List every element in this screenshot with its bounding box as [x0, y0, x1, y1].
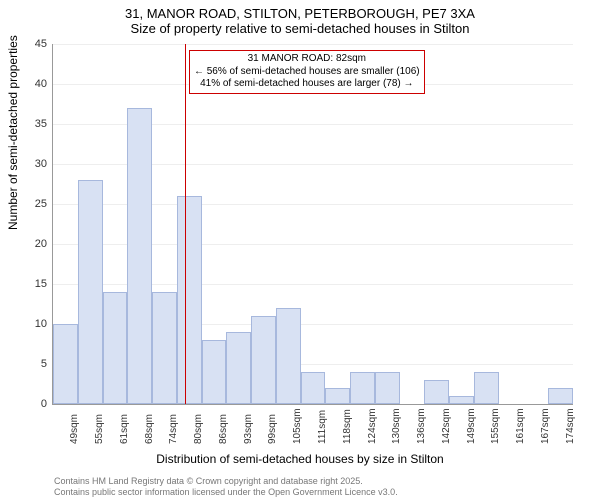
- x-axis-label: Distribution of semi-detached houses by …: [0, 452, 600, 466]
- ytick-label: 20: [17, 238, 47, 250]
- histogram-bar: [375, 372, 400, 404]
- histogram-bar: [350, 372, 375, 404]
- xtick-label: 167sqm: [540, 408, 551, 444]
- footer-line1: Contains HM Land Registry data © Crown c…: [54, 476, 398, 487]
- xtick-label: 130sqm: [391, 408, 402, 444]
- xtick-label: 111sqm: [317, 410, 328, 444]
- footer-line2: Contains public sector information licen…: [54, 487, 398, 498]
- ytick-label: 0: [17, 398, 47, 410]
- xtick-label: 80sqm: [193, 414, 204, 444]
- ytick-label: 15: [17, 278, 47, 290]
- xtick-label: 142sqm: [441, 408, 452, 444]
- annotation-line3: 41% of semi-detached houses are larger (…: [194, 78, 420, 91]
- xtick-label: 155sqm: [490, 408, 501, 444]
- histogram-bar: [301, 372, 326, 404]
- xtick-label: 161sqm: [515, 408, 526, 444]
- title-line2: Size of property relative to semi-detach…: [0, 21, 600, 36]
- title-block: 31, MANOR ROAD, STILTON, PETERBOROUGH, P…: [0, 0, 600, 36]
- histogram-bar: [177, 196, 202, 404]
- plot-area: 05101520253035404549sqm55sqm61sqm68sqm74…: [52, 44, 573, 405]
- xtick-label: 61sqm: [119, 414, 130, 444]
- xtick-label: 105sqm: [292, 408, 303, 444]
- histogram-bar: [127, 108, 152, 404]
- histogram-bar: [226, 332, 251, 404]
- annotation-line1: 31 MANOR ROAD: 82sqm: [194, 53, 420, 66]
- histogram-bar: [78, 180, 103, 404]
- ytick-label: 30: [17, 158, 47, 170]
- histogram-bar: [276, 308, 301, 404]
- ytick-label: 40: [17, 78, 47, 90]
- histogram-bar: [152, 292, 177, 404]
- xtick-label: 149sqm: [466, 408, 477, 444]
- ytick-label: 25: [17, 198, 47, 210]
- histogram-bar: [53, 324, 78, 404]
- xtick-label: 74sqm: [168, 414, 179, 444]
- xtick-label: 49sqm: [69, 414, 80, 444]
- property-marker-line: [185, 44, 186, 404]
- histogram-bar: [449, 396, 474, 404]
- histogram-bar: [202, 340, 227, 404]
- annotation-line2: ← 56% of semi-detached houses are smalle…: [194, 66, 420, 79]
- chart-area: 05101520253035404549sqm55sqm61sqm68sqm74…: [52, 44, 572, 404]
- ytick-label: 10: [17, 318, 47, 330]
- ytick-label: 35: [17, 118, 47, 130]
- histogram-bar: [103, 292, 128, 404]
- xtick-label: 136sqm: [416, 408, 427, 444]
- histogram-bar: [424, 380, 449, 404]
- footer-attribution: Contains HM Land Registry data © Crown c…: [54, 476, 398, 498]
- xtick-label: 55sqm: [94, 414, 105, 444]
- histogram-bar: [325, 388, 350, 404]
- xtick-label: 86sqm: [218, 414, 229, 444]
- xtick-label: 118sqm: [342, 409, 353, 444]
- xtick-label: 124sqm: [367, 408, 378, 444]
- ytick-label: 45: [17, 38, 47, 50]
- annotation-box: 31 MANOR ROAD: 82sqm← 56% of semi-detach…: [189, 50, 425, 94]
- gridline: [53, 44, 573, 45]
- histogram-bar: [474, 372, 499, 404]
- xtick-label: 68sqm: [144, 414, 155, 444]
- ytick-label: 5: [17, 358, 47, 370]
- histogram-bar: [548, 388, 573, 404]
- title-line1: 31, MANOR ROAD, STILTON, PETERBOROUGH, P…: [0, 6, 600, 21]
- xtick-label: 93sqm: [243, 414, 254, 444]
- xtick-label: 99sqm: [267, 414, 278, 444]
- histogram-bar: [251, 316, 276, 404]
- xtick-label: 174sqm: [565, 408, 576, 444]
